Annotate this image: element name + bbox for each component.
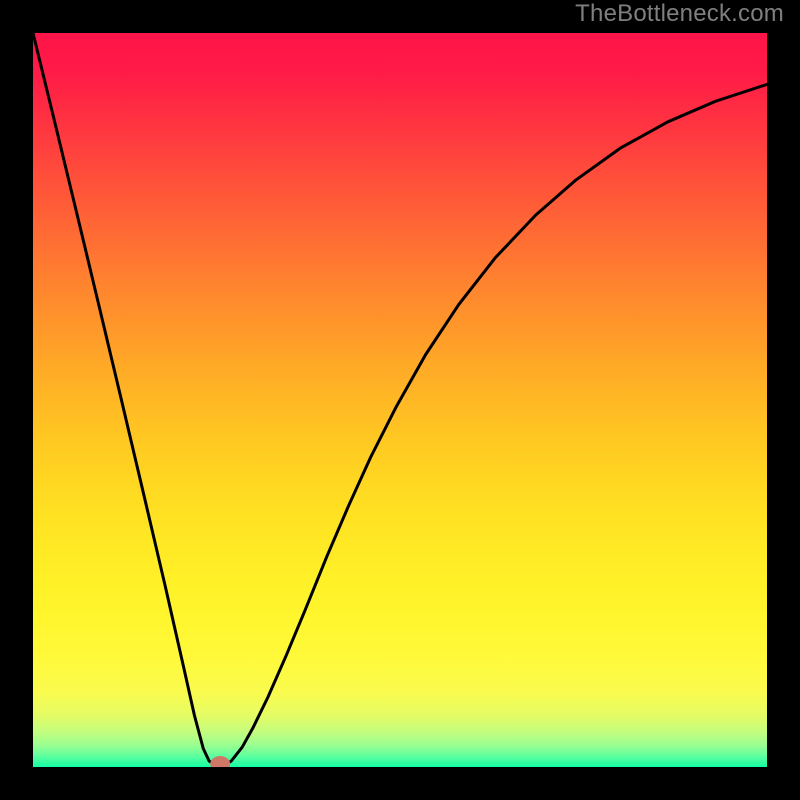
chart-frame: TheBottleneck.com xyxy=(0,0,800,800)
watermark-text: TheBottleneck.com xyxy=(575,0,784,28)
bottleneck-chart xyxy=(0,0,800,800)
optimal-point-marker xyxy=(210,756,230,772)
